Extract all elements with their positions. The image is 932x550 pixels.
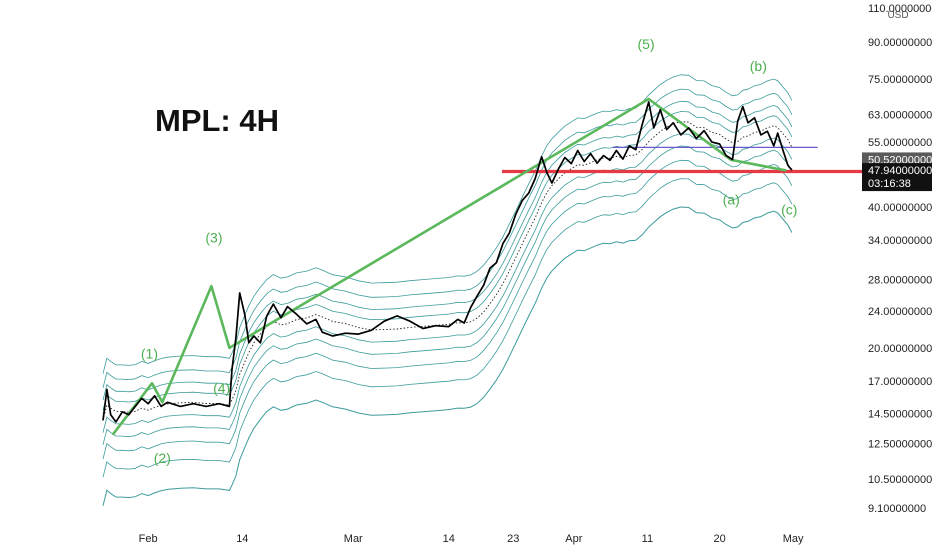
wave-label: (c) (781, 202, 797, 218)
y-tick-label: 75.00000000 (868, 74, 932, 86)
wave-label: (2) (154, 450, 171, 466)
support-line-layer (502, 146, 862, 174)
ribbon-band-9 (102, 74, 793, 374)
price-line-layer (102, 101, 793, 423)
wave-label: (1) (141, 345, 158, 361)
y-tick-label: 17.00000000 (868, 376, 932, 388)
x-tick-label: Mar (344, 533, 363, 545)
ribbon-band-5 (102, 133, 793, 433)
x-tick-label: May (783, 533, 804, 545)
y-tick-label: 24.00000000 (868, 306, 932, 318)
ribbon-band-8 (102, 88, 793, 388)
wave-label: (4) (213, 380, 230, 396)
y-tick-label: 20.00000000 (868, 343, 932, 355)
x-tick-label: 20 (713, 533, 725, 545)
ribbon-bands (102, 74, 793, 506)
wave-label: (5) (638, 36, 655, 52)
ribbon-midline (102, 121, 793, 421)
y-tick-label: 14.50000000 (868, 408, 932, 420)
y-tick-label: 110.00000000 (868, 3, 932, 15)
wave-label: (b) (750, 58, 767, 74)
y-tick-label: 9.10000000 (868, 503, 926, 515)
y-tick-label: 12.50000000 (868, 438, 932, 450)
x-tick-label: 14 (236, 533, 248, 545)
ribbon-band-4 (102, 145, 793, 445)
price-tag-bg (862, 152, 932, 167)
wave-label: (3) (205, 229, 222, 245)
y-tick-label: 40.00000000 (868, 202, 932, 214)
wave-label: (a) (723, 191, 740, 207)
price-axis[interactable]: 110.00000000 90.00000000 75.00000000 63.000… (868, 3, 932, 515)
price-line (102, 101, 793, 423)
elliott-wave-layer (112, 97, 787, 436)
wave-labels-layer: (1) (2) (3) (4) (5) (a) (b) (c) (141, 36, 798, 466)
y-tick-label: 34.00000000 (868, 235, 932, 247)
x-tick-label: Apr (565, 533, 582, 545)
x-tick-label: 23 (507, 533, 519, 545)
ribbon-band-7 (102, 100, 793, 401)
ribbon-band-1 (102, 206, 793, 506)
x-tick-label: 14 (443, 533, 455, 545)
ribbon-band-6 (102, 111, 793, 411)
y-tick-label: 10.50000000 (868, 474, 932, 486)
chart-title: MPL: 4H (155, 103, 279, 138)
elliott-wave-line[interactable] (112, 97, 787, 436)
y-tick-label: 28.00000000 (868, 274, 932, 286)
y-tick-label: 63.00000000 (868, 110, 932, 122)
x-tick-label: Feb (139, 533, 158, 545)
ribbon-band-2 (102, 178, 793, 478)
countdown-label: 03:16:38 (868, 178, 911, 190)
y-tick-label: 55.00000000 (868, 137, 932, 149)
time-axis[interactable]: Feb 14 Mar 14 23 Apr 11 20 May (139, 533, 804, 545)
ribbon-band-3 (102, 159, 793, 460)
last-price-tag-bg (862, 163, 932, 192)
currency-label: USD (887, 10, 908, 21)
y-tick-label: 90.00000000 (868, 37, 932, 49)
last-price-label: 47.94000000 (868, 165, 932, 177)
x-tick-label: 11 (642, 533, 653, 545)
